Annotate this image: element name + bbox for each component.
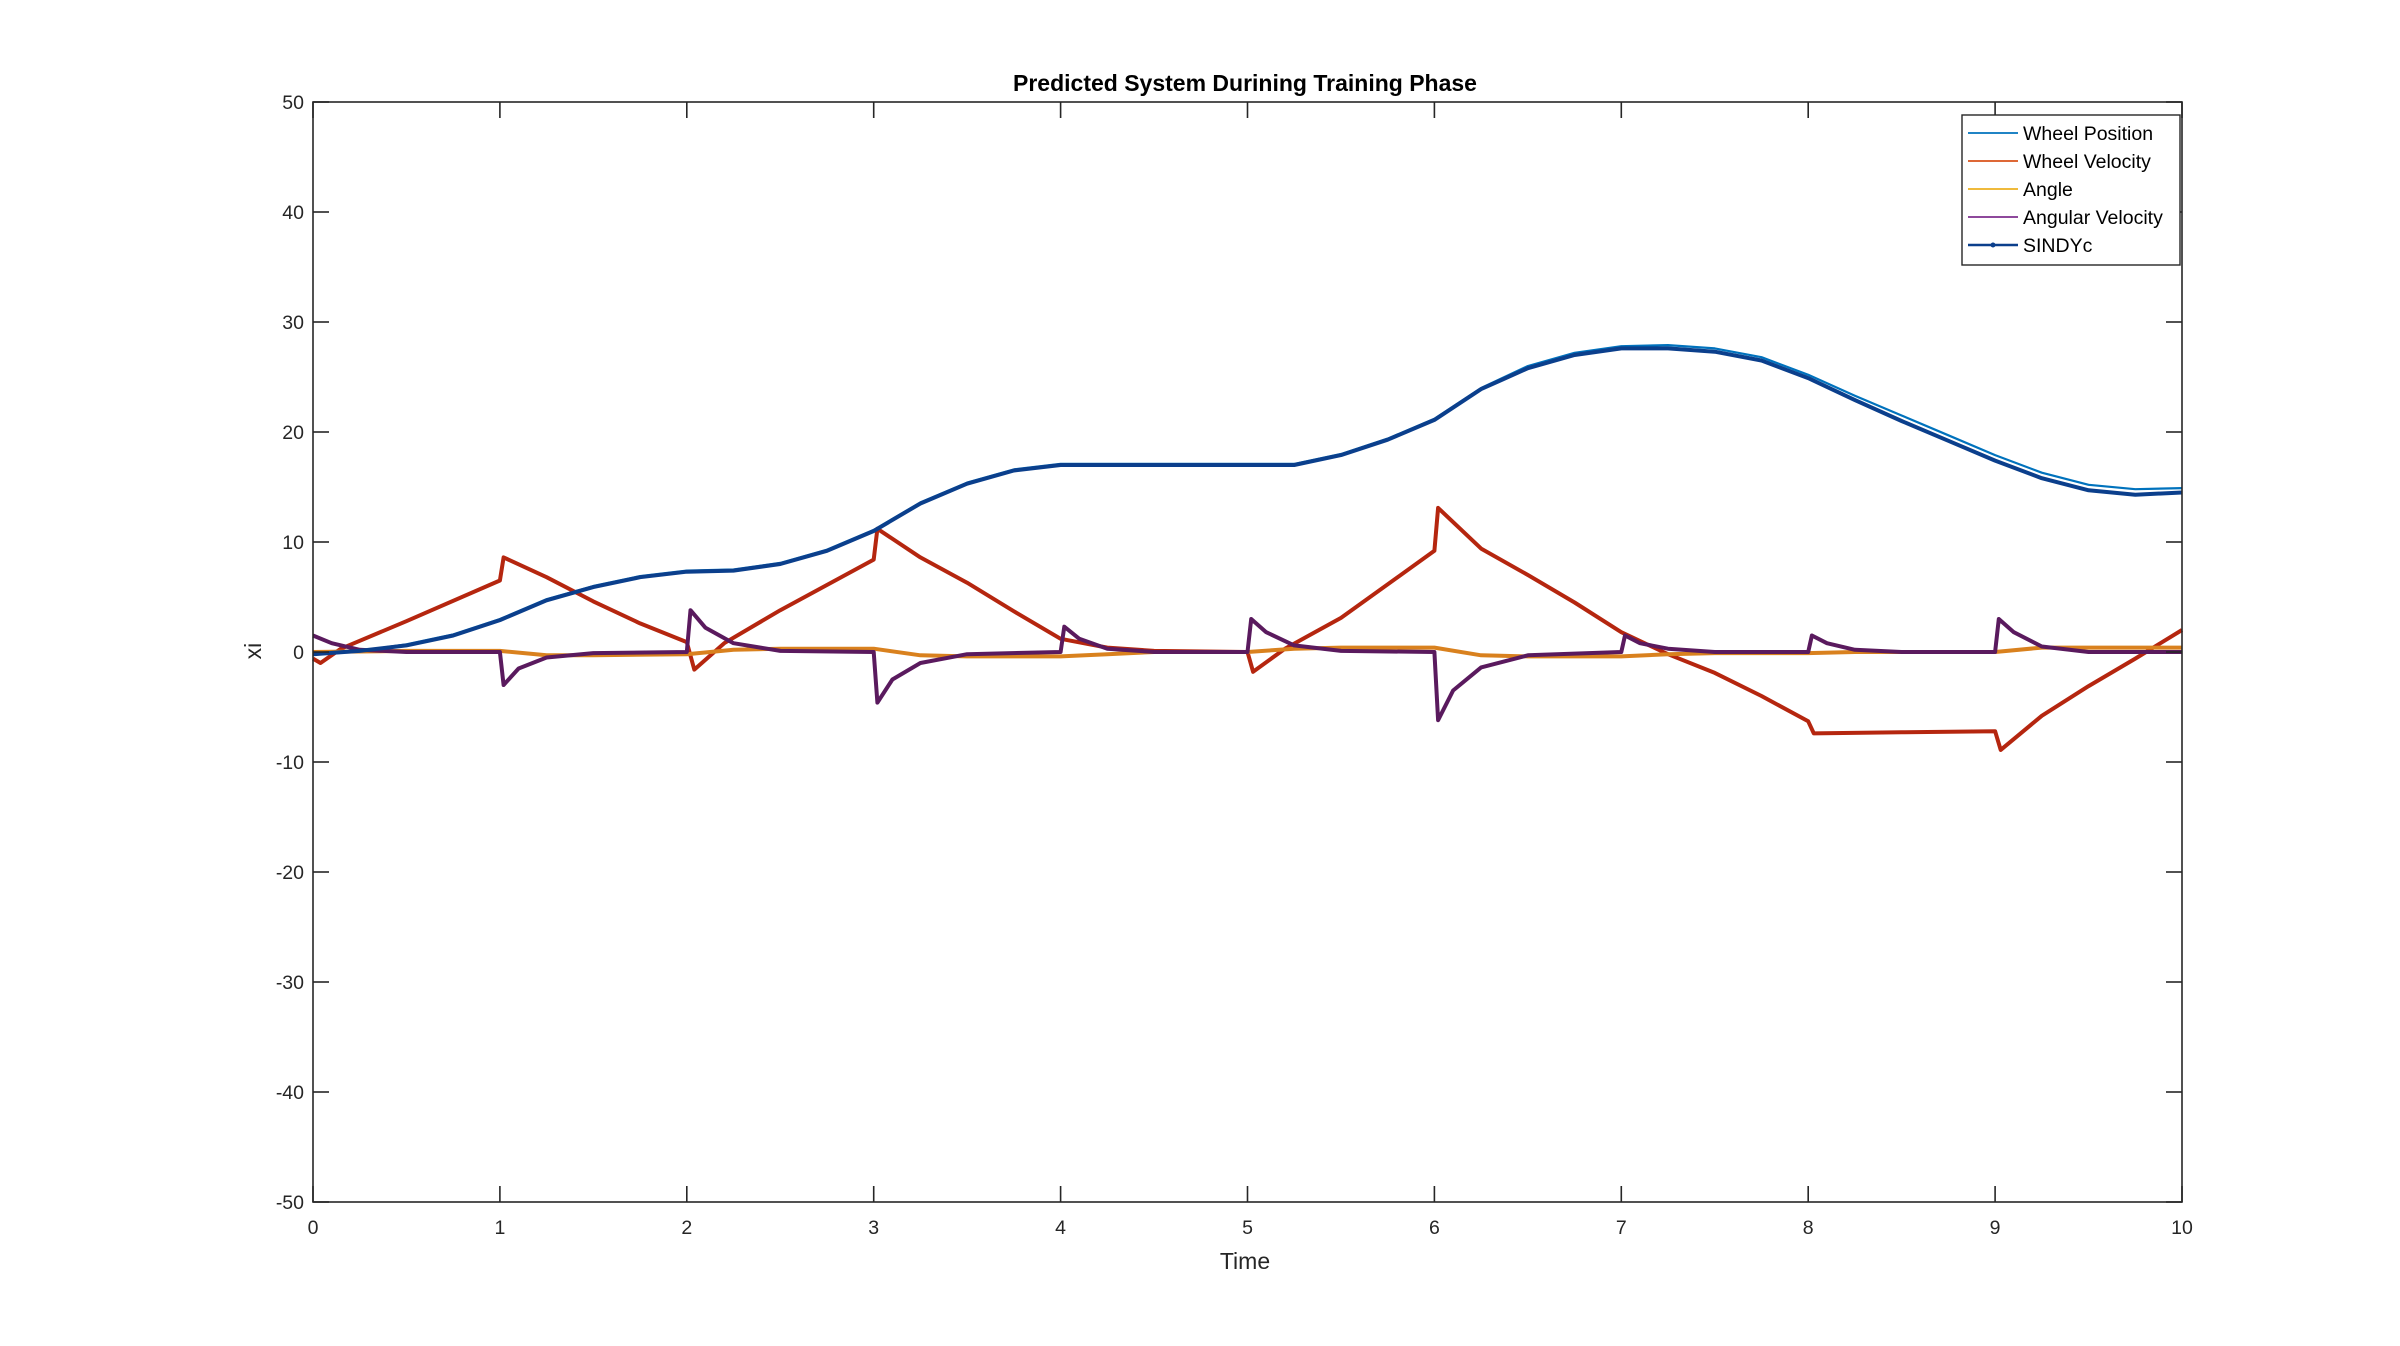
x-tick-label: 6 xyxy=(1429,1217,1440,1239)
y-tick-label: 30 xyxy=(282,312,304,334)
legend-label: SINDYc xyxy=(2023,235,2093,257)
x-tick-label: 4 xyxy=(1055,1217,1066,1239)
x-tick-label: 7 xyxy=(1616,1217,1627,1239)
y-tick-label: 20 xyxy=(282,422,304,444)
y-tick-label: 0 xyxy=(293,642,304,664)
y-tick-label: 50 xyxy=(282,92,304,114)
series-wheel-velocity xyxy=(312,506,2183,751)
legend: Wheel Position Wheel Velocity Angle Angular… xyxy=(1961,114,2181,266)
legend-label: Angular Velocity xyxy=(2023,207,2163,229)
chart-title: Predicted System Durining Training Phase xyxy=(1013,70,1477,96)
y-tick-label: 40 xyxy=(282,202,304,224)
series-sindyc xyxy=(312,346,2183,657)
x-axis-label: Time xyxy=(1220,1248,1270,1274)
sindyc-overlay-wheel-velocity xyxy=(311,505,2184,752)
x-tick-label: 1 xyxy=(494,1217,505,1239)
legend-label: Wheel Velocity xyxy=(2023,151,2151,173)
y-tick-label: -10 xyxy=(276,752,304,774)
x-tick-label: 8 xyxy=(1803,1217,1814,1239)
x-tick-label: 3 xyxy=(868,1217,879,1239)
x-tick-label: 2 xyxy=(681,1217,692,1239)
x-tick-label: 10 xyxy=(2171,1217,2193,1239)
legend-marker xyxy=(1990,242,1996,248)
ticks: 0 1 2 3 4 5 6 7 8 9 10 -50 -40 -30 -20 -10 0 10 20 30 40 50 xyxy=(276,92,2193,1239)
legend-label: Wheel Position xyxy=(2023,123,2153,145)
x-tick-label: 5 xyxy=(1242,1217,1253,1239)
x-tick-label: 9 xyxy=(1990,1217,2001,1239)
legend-label: Angle xyxy=(2023,179,2073,201)
series-wheel-position xyxy=(312,344,2183,654)
series-lines xyxy=(311,344,2184,752)
series-angular-velocity xyxy=(312,609,2182,722)
y-tick-label: 10 xyxy=(282,532,304,554)
y-tick-label: -40 xyxy=(276,1082,304,1104)
y-axis-label: xi xyxy=(240,643,266,660)
sindyc-overlay-angular-velocity xyxy=(312,608,2182,723)
y-tick-label: -50 xyxy=(276,1192,304,1214)
legend-box xyxy=(1961,114,2181,266)
y-tick-label: -20 xyxy=(276,862,304,884)
x-tick-label: 0 xyxy=(308,1217,319,1239)
y-tick-label: -30 xyxy=(276,972,304,994)
